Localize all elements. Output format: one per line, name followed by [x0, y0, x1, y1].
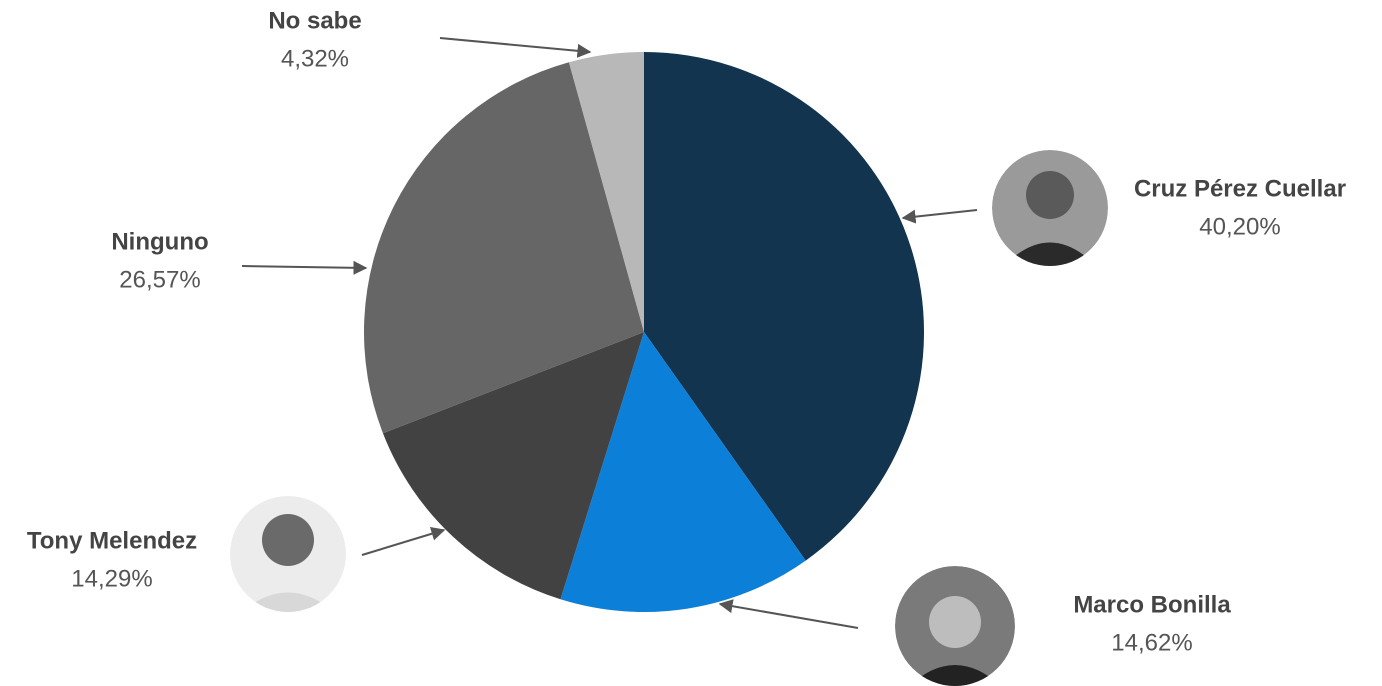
- photo: [895, 566, 1015, 686]
- slice: [560, 332, 806, 613]
- slice-name: Tony Melendez: [27, 527, 197, 554]
- slice: [382, 332, 644, 600]
- arrow: [361, 526, 446, 556]
- arrow: [439, 37, 592, 58]
- pie: [363, 52, 924, 613]
- slice-name: Marco Bonilla: [1073, 591, 1231, 618]
- slice-value: 14,62%: [1111, 629, 1192, 656]
- slice: [568, 52, 644, 332]
- arrow: [718, 599, 859, 629]
- slice-value: 14,29%: [71, 565, 152, 592]
- slice: [644, 52, 924, 561]
- slice-value: 4,32%: [281, 45, 349, 72]
- arrow: [241, 260, 368, 275]
- slice-name: No sabe: [268, 7, 361, 34]
- arrow: [901, 209, 978, 224]
- slice-name: Ninguno: [111, 228, 208, 255]
- slice: [363, 62, 644, 434]
- slice-value: 40,20%: [1199, 213, 1280, 240]
- photo: [992, 150, 1108, 266]
- photo: [230, 496, 346, 612]
- slice-name: Cruz Pérez Cuellar: [1134, 175, 1346, 202]
- slice-value: 26,57%: [119, 266, 200, 293]
